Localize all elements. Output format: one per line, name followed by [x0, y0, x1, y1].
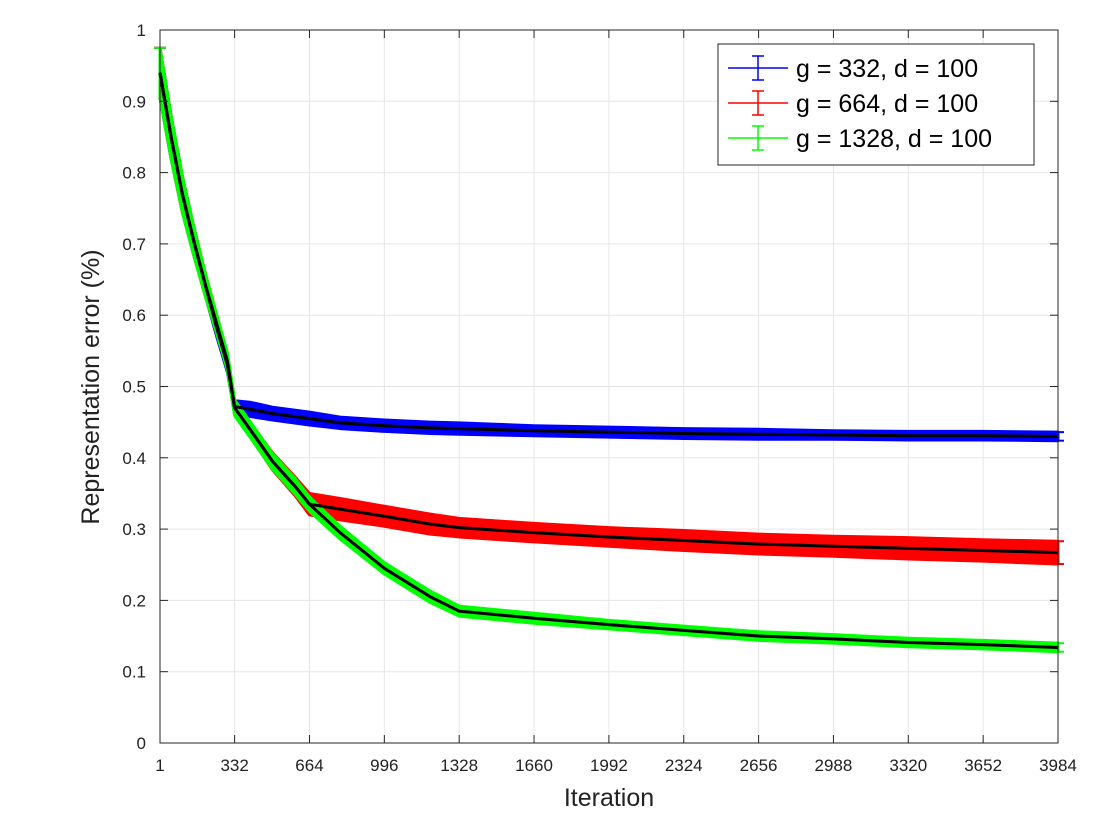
x-tick-label: 2324	[665, 756, 703, 775]
legend-entry-3: g = 1328, d = 100	[796, 125, 992, 153]
legend-entry-2: g = 664, d = 100	[796, 90, 978, 118]
y-tick-label: 1	[137, 21, 146, 40]
x-tick-label: 2988	[815, 756, 853, 775]
legend-box	[717, 43, 1035, 166]
x-tick-label: 1992	[590, 756, 628, 775]
y-tick-label: 0.2	[122, 591, 146, 610]
mean-line-series-3	[158, 72, 1059, 649]
x-tick-label: 664	[295, 756, 323, 775]
x-tick-label: 996	[370, 756, 398, 775]
mean-lines	[158, 72, 1059, 649]
y-tick-label: 0.3	[122, 520, 146, 539]
y-tick-label: 0.4	[122, 449, 146, 468]
y-tick-label: 0.7	[122, 235, 146, 254]
x-tick-label: 3320	[889, 756, 927, 775]
x-axis-label: Iteration	[564, 784, 654, 812]
y-tick-label: 0.9	[122, 92, 146, 111]
x-tick-label: 3984	[1039, 756, 1077, 775]
x-tick-label: 3652	[964, 756, 1002, 775]
x-tick-label: 1660	[515, 756, 553, 775]
x-tick-label: 1328	[440, 756, 478, 775]
legend-entry-1: g = 332, d = 100	[796, 55, 978, 83]
y-tick-label: 0.1	[122, 663, 146, 682]
x-tick-label: 2656	[740, 756, 778, 775]
legend: g = 332, d = 100 g = 664, d = 100 g = 1328…	[717, 43, 1035, 166]
y-tick-label: 0	[137, 734, 146, 753]
y-tick-label: 0.8	[122, 164, 146, 183]
y-tick-label: 0.5	[122, 378, 146, 397]
y-tick-label: 0.6	[122, 306, 146, 325]
y-axis-label: Representation error (%)	[77, 249, 105, 524]
x-tick-label: 1	[155, 756, 164, 775]
x-tick-label: 332	[220, 756, 248, 775]
axis-ticks: 1 332 664 996 1328 1660 1992 2324 2656 2988 3320 36…	[122, 21, 1077, 775]
